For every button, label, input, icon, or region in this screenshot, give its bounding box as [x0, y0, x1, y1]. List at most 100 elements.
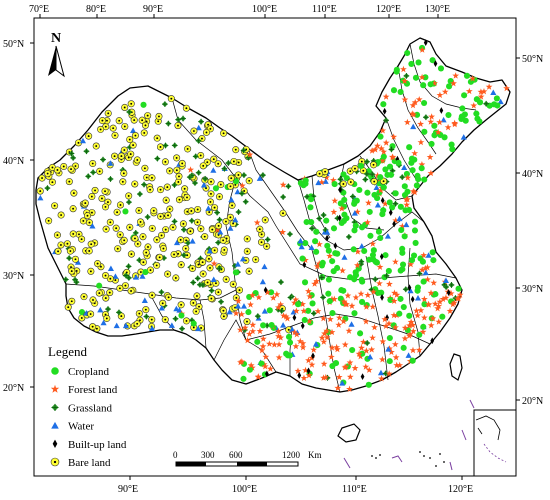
- sample-point-triangle: [234, 261, 241, 267]
- sample-point-star: [422, 264, 429, 272]
- sample-point-star: [328, 295, 336, 302]
- legend-marker-ring-dot: [50, 457, 60, 467]
- sample-point-circle: [351, 310, 358, 317]
- sample-point-star: [362, 318, 370, 325]
- sample-point-diamond: [388, 209, 393, 216]
- sample-point-diamond: [433, 60, 438, 68]
- sample-point-ring-dot: [316, 170, 324, 178]
- sample-point-star: [454, 295, 461, 302]
- sample-point-star: [374, 142, 381, 149]
- sample-point-diamond-cross: [285, 183, 292, 190]
- sample-point-star: [335, 373, 343, 381]
- sample-point-circle: [240, 375, 247, 382]
- sample-point-ring-dot: [206, 264, 214, 272]
- sample-point-ring-dot: [211, 204, 219, 212]
- sample-point-diamond-cross: [280, 194, 287, 200]
- sample-point-circle: [341, 196, 348, 203]
- sample-point-diamond-cross: [364, 340, 371, 346]
- sample-point-ring-dot: [175, 196, 183, 204]
- sample-point-star: [411, 149, 419, 157]
- right-axis: 50°N 40°N 30°N 20°N: [516, 54, 543, 407]
- sample-point-ring-dot: [206, 198, 214, 206]
- sample-point-circle: [412, 239, 419, 246]
- sample-point-star: [418, 73, 426, 81]
- sample-point-ring-dot: [111, 152, 119, 160]
- sample-point-star: [323, 174, 330, 181]
- sample-point-ring-dot: [135, 206, 143, 215]
- sample-point-star: [415, 96, 423, 103]
- sample-point-triangle: [384, 233, 391, 239]
- sample-point-triangle: [261, 308, 268, 314]
- sample-point-triangle: [234, 303, 242, 309]
- sample-point-ring-dot: [69, 205, 77, 213]
- sample-point-ring-dot: [134, 240, 142, 248]
- sample-point-star: [392, 353, 400, 361]
- sample-point-diamond-cross: [240, 147, 247, 154]
- sample-point-circle: [385, 267, 392, 274]
- sample-point-triangle: [358, 243, 365, 249]
- sample-point-diamond-cross: [202, 175, 209, 182]
- sample-point-circle: [380, 207, 387, 214]
- sample-point-star: [368, 346, 376, 353]
- sample-point-star: [409, 327, 417, 335]
- sample-point-circle: [387, 296, 394, 304]
- sample-point-star: [313, 277, 320, 285]
- sample-point-star: [370, 288, 377, 295]
- sample-point-diamond: [325, 234, 329, 242]
- sample-point-circle: [415, 59, 422, 66]
- sample-point-circle: [474, 115, 481, 122]
- sample-point-ring-dot: [111, 131, 119, 139]
- sample-point-circle: [372, 258, 379, 265]
- sample-point-circle: [361, 247, 368, 255]
- sample-point-star: [379, 127, 387, 134]
- sample-point-ring-dot: [199, 162, 207, 170]
- sample-point-triangle: [401, 164, 408, 171]
- sample-point-ring-dot: [359, 167, 367, 175]
- sample-point-star: [408, 110, 416, 117]
- sample-point-triangle: [173, 305, 180, 312]
- sample-point-star: [430, 279, 438, 286]
- sample-point-star: [390, 311, 398, 319]
- sample-point-circle: [437, 65, 445, 72]
- sample-point-star: [246, 330, 253, 337]
- sample-point-ring-dot: [136, 218, 145, 226]
- sample-point-ring-dot: [125, 192, 133, 200]
- sample-point-diamond-cross: [388, 146, 395, 153]
- sample-point-star: [409, 187, 417, 195]
- sample-point-ring-dot: [164, 270, 172, 278]
- sample-point-star: [418, 46, 426, 53]
- sample-point-triangle: [442, 277, 450, 283]
- sample-point-circle: [352, 269, 359, 276]
- sample-point-diamond: [265, 370, 269, 378]
- sample-point-star: [439, 295, 447, 302]
- sample-point-ring-dot: [220, 246, 228, 254]
- sample-point-triangle: [396, 215, 403, 222]
- sample-point-diamond-cross: [221, 165, 228, 172]
- sample-point-circle: [414, 111, 421, 118]
- sample-point-star: [282, 313, 290, 320]
- sample-point-circle: [439, 313, 446, 320]
- sample-point-star: [392, 217, 400, 224]
- sample-point-star: [331, 197, 339, 204]
- sample-point-diamond-cross: [171, 142, 178, 149]
- sample-point-diamond: [439, 107, 444, 114]
- sample-point-ring-dot: [211, 246, 219, 254]
- sample-point-ring-dot: [113, 208, 121, 216]
- sample-point-star: [259, 342, 267, 350]
- sample-point-star: [434, 304, 441, 312]
- sample-point-ring-dot: [174, 178, 182, 186]
- sample-point-diamond-cross: [171, 182, 178, 188]
- sample-point-ring-dot: [141, 164, 149, 172]
- sample-point-ring-dot: [53, 166, 61, 174]
- sample-point-ring-dot: [172, 274, 180, 282]
- sample-point-circle: [356, 186, 363, 194]
- sample-point-star: [371, 146, 379, 153]
- sample-point-circle: [352, 222, 359, 229]
- sample-point-star: [427, 118, 435, 125]
- sample-point-star: [305, 356, 312, 364]
- sample-point-ring-dot: [219, 236, 227, 244]
- top-tick-label: 80°E: [86, 4, 106, 15]
- sample-point-circle: [232, 178, 240, 185]
- sample-point-ring-dot: [95, 289, 103, 297]
- legend-item: Water: [51, 421, 94, 433]
